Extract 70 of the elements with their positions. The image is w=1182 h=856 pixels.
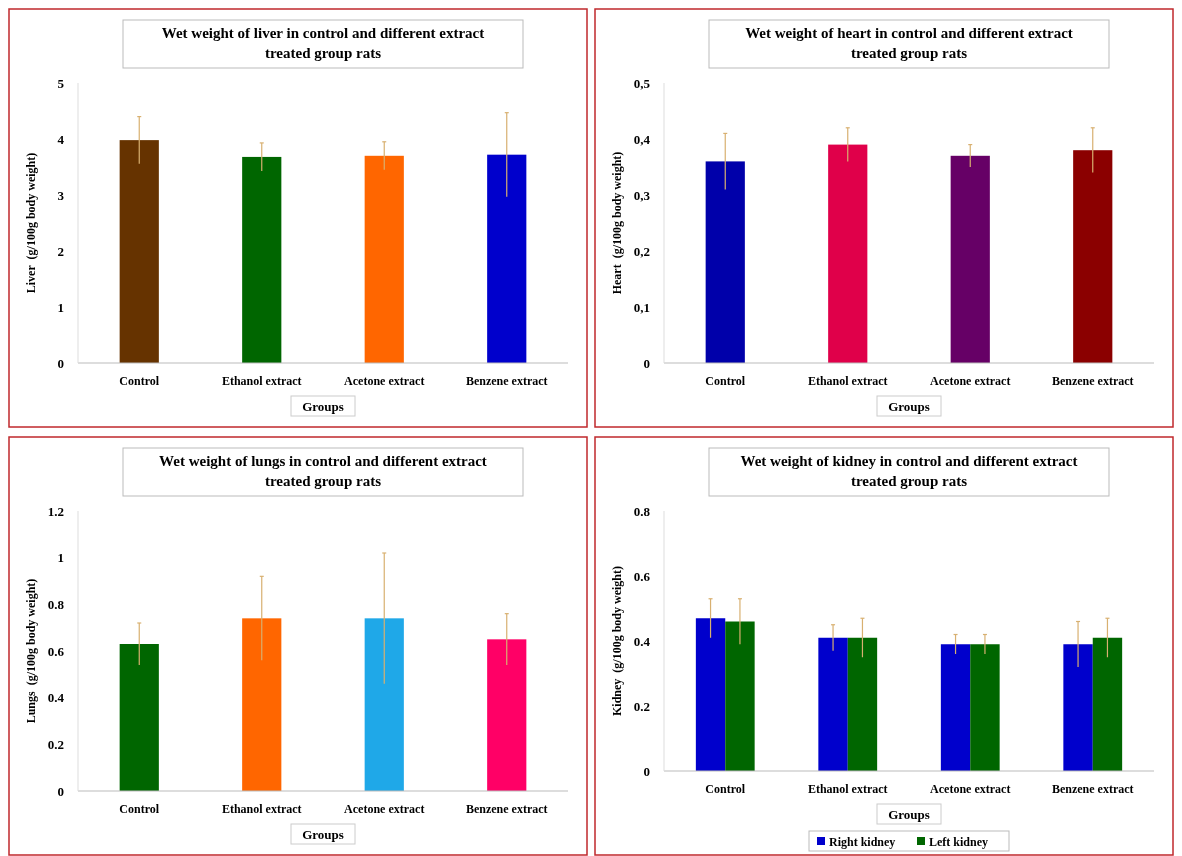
y-tick-label: 0 (57, 355, 64, 371)
y-tick-label: 0.4 (47, 690, 65, 706)
x-tick-label: Benzene extract (465, 802, 548, 816)
x-tick-label: Ethanol extract (221, 802, 302, 816)
bar (940, 644, 971, 771)
bar (695, 618, 726, 771)
y-tick-label: 0.2 (47, 736, 64, 752)
y-tick-label: 0,1 (633, 299, 650, 315)
bar (847, 637, 878, 771)
y-axis-title: Kidney (g/100g body weight) (610, 565, 624, 717)
bar (828, 144, 868, 363)
y-tick-label: 0.8 (633, 503, 651, 519)
y-tick-label: 5 (57, 75, 65, 91)
x-tick-label: Control (705, 782, 746, 796)
bar (119, 644, 159, 791)
bar (364, 618, 404, 791)
x-tick-label: Ethanol extract (807, 782, 888, 796)
y-axis-title: Lungs (g/100g body weight) (24, 578, 38, 724)
x-axis-title: Groups (302, 399, 344, 414)
y-axis-title: Liver (g/100g body weight) (24, 152, 38, 294)
y-tick-label: 3 (57, 187, 65, 203)
y-tick-label: 0 (643, 355, 650, 371)
x-axis-title: Groups (302, 827, 344, 842)
chart-title: Wet weight of kidney in control and different extract treated group rats (740, 453, 1078, 489)
bar (818, 637, 848, 771)
y-tick-label: 0,4 (633, 131, 651, 147)
x-tick-label: Benzene extract (1051, 782, 1134, 796)
y-tick-label: 1.2 (47, 503, 64, 519)
bar (1063, 644, 1093, 771)
x-tick-label: Acetone extract (344, 802, 425, 816)
y-tick-label: 0.6 (633, 568, 651, 584)
bar (487, 639, 527, 791)
y-tick-label: 1 (57, 550, 64, 566)
x-tick-label: Control (705, 374, 746, 388)
y-tick-label: 4 (57, 131, 65, 147)
y-tick-label: 0,3 (633, 187, 651, 203)
y-tick-label: 0,5 (633, 75, 651, 91)
bar (1092, 637, 1123, 771)
legend-label: Left kidney (929, 835, 989, 849)
y-tick-label: 0.8 (47, 596, 65, 612)
legend-label: Right kidney (829, 835, 896, 849)
chart-title: Wet weight of lungs in control and different extract treated group rats (159, 453, 487, 489)
y-tick-label: 0,2 (633, 243, 650, 259)
chart-title: Wet weight of heart in control and different extract treated group rats (745, 25, 1073, 61)
bar (725, 621, 755, 771)
x-tick-label: Acetone extract (930, 782, 1011, 796)
x-tick-label: Benzene extract (465, 374, 548, 388)
x-tick-label: Acetone extract (344, 374, 425, 388)
x-tick-label: Ethanol extract (807, 374, 888, 388)
y-tick-label: 0.4 (633, 633, 651, 649)
x-axis-title: Groups (888, 399, 930, 414)
chart-title: Wet weight of liver in control and different extract treated group rats (161, 25, 485, 61)
bar (1073, 150, 1113, 363)
y-tick-label: 0.6 (47, 643, 65, 659)
x-tick-label: Control (119, 802, 160, 816)
bar (242, 618, 282, 791)
bar (970, 644, 1000, 771)
bar (950, 155, 990, 363)
x-tick-label: Acetone extract (930, 374, 1011, 388)
y-tick-label: 1 (57, 299, 64, 315)
x-axis-title: Groups (888, 807, 930, 822)
y-axis-title: Heart (g/100g body weight) (610, 151, 624, 295)
y-tick-label: 0 (57, 783, 64, 799)
x-tick-label: Benzene extract (1051, 374, 1134, 388)
y-tick-label: 0 (643, 763, 650, 779)
y-tick-label: 2 (57, 243, 64, 259)
x-tick-label: Control (119, 374, 160, 388)
y-tick-label: 0.2 (633, 698, 650, 714)
x-tick-label: Ethanol extract (221, 374, 302, 388)
bar (705, 161, 745, 363)
